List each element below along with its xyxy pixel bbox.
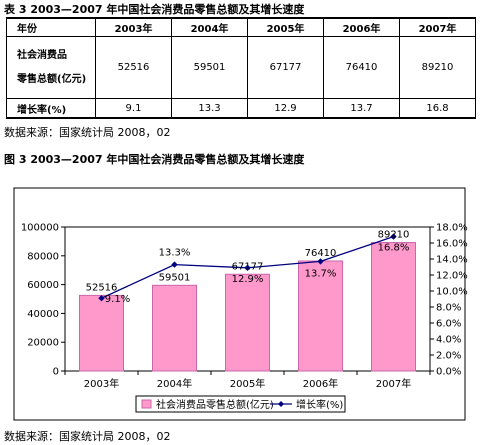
bar-data-label: 59501	[159, 272, 191, 283]
table-cell: 89210	[399, 36, 476, 99]
legend-label-bar: 社会消费品零售总额(亿元)	[156, 398, 274, 411]
line-data-label: 13.3%	[159, 248, 191, 259]
y2-tick-label: 4.0%	[436, 335, 461, 346]
bar	[225, 273, 270, 372]
x-tick-label: 2006年	[303, 377, 338, 390]
y2-tick-label: 12.0%	[436, 271, 468, 282]
line-point	[98, 295, 105, 302]
y2-tick-label: 14.0%	[436, 255, 468, 266]
y2-tick-label: 8.0%	[436, 303, 461, 314]
y-tick-label: 40000	[27, 309, 59, 320]
table-row-growth-rate: 增长率(%) 9.1 13.3 12.9 13.7 16.8	[6, 98, 476, 119]
y2-tick-label: 10.0%	[436, 287, 468, 298]
table-cell: 67177	[247, 36, 324, 99]
y-tick-label: 80000	[27, 251, 59, 262]
row-label-line: 零售总额(亿元)	[17, 73, 87, 85]
line-point	[390, 233, 397, 240]
line-point	[244, 264, 251, 271]
line-data-label: 13.7%	[305, 268, 337, 279]
x-tick-label: 2004年	[157, 377, 192, 390]
line-data-label: 16.8%	[378, 243, 410, 254]
bar-data-label: 89210	[378, 230, 410, 241]
legend-marker-line	[278, 401, 284, 407]
y2-tick-label: 18.0%	[436, 223, 468, 234]
bar-data-label: 67177	[232, 261, 264, 272]
table-caption: 表 3 2003—2007 年中国社会消费品零售总额及其增长速度	[4, 3, 305, 16]
legend-label-line: 增长率(%)	[296, 398, 343, 411]
bar	[371, 242, 416, 372]
bar	[152, 284, 197, 372]
legend-box	[135, 395, 346, 413]
table-row-retail-sales: 社会消费品 零售总额(亿元) 52516 59501 67177 76410 8…	[6, 36, 476, 99]
line-data-label: 9.1%	[105, 294, 130, 305]
y-tick-label: 0	[53, 367, 59, 378]
bar-data-label: 52516	[86, 282, 118, 293]
line-point	[171, 261, 178, 268]
row-label-retail-sales: 社会消费品 零售总额(亿元)	[6, 36, 96, 99]
y2-tick-label: 2.0%	[436, 351, 461, 362]
bar	[298, 260, 343, 372]
y2-tick-label: 0.0%	[436, 367, 461, 378]
legend-swatch-bar	[141, 399, 152, 409]
table-cell: 59501	[171, 36, 248, 99]
table-source-note: 数据来源：国家统计局 2008，02	[4, 126, 171, 139]
bar	[79, 294, 124, 372]
table-cell: 16.8	[399, 98, 476, 119]
y-tick-label: 20000	[27, 338, 59, 349]
x-tick-label: 2007年	[376, 377, 411, 390]
x-tick-label: 2005年	[230, 377, 265, 390]
y-tick-label: 60000	[27, 280, 59, 291]
y-tick-label: 100000	[21, 223, 59, 234]
table-cell: 12.9	[247, 98, 324, 119]
figure-source-note: 数据来源：国家统计局 2008，02	[4, 430, 171, 443]
line-point	[317, 258, 324, 265]
x-tick-label: 2003年	[84, 377, 119, 390]
row-label-line: 社会消费品	[17, 49, 67, 61]
figure-caption: 图 3 2003—2007 年中国社会消费品零售总额及其增长速度	[4, 153, 305, 166]
table-cell: 76410	[323, 36, 400, 99]
line-data-label: 12.9%	[232, 274, 264, 285]
chart-outer-border	[13, 187, 466, 421]
table-cell: 52516	[95, 36, 172, 99]
bar-data-label: 76410	[305, 248, 337, 259]
y2-tick-label: 6.0%	[436, 319, 461, 330]
data-table: 年份 2003年 2004年 2005年 2006年 2007年 社会消费品 零…	[6, 17, 476, 119]
y2-tick-label: 16.0%	[436, 239, 468, 250]
